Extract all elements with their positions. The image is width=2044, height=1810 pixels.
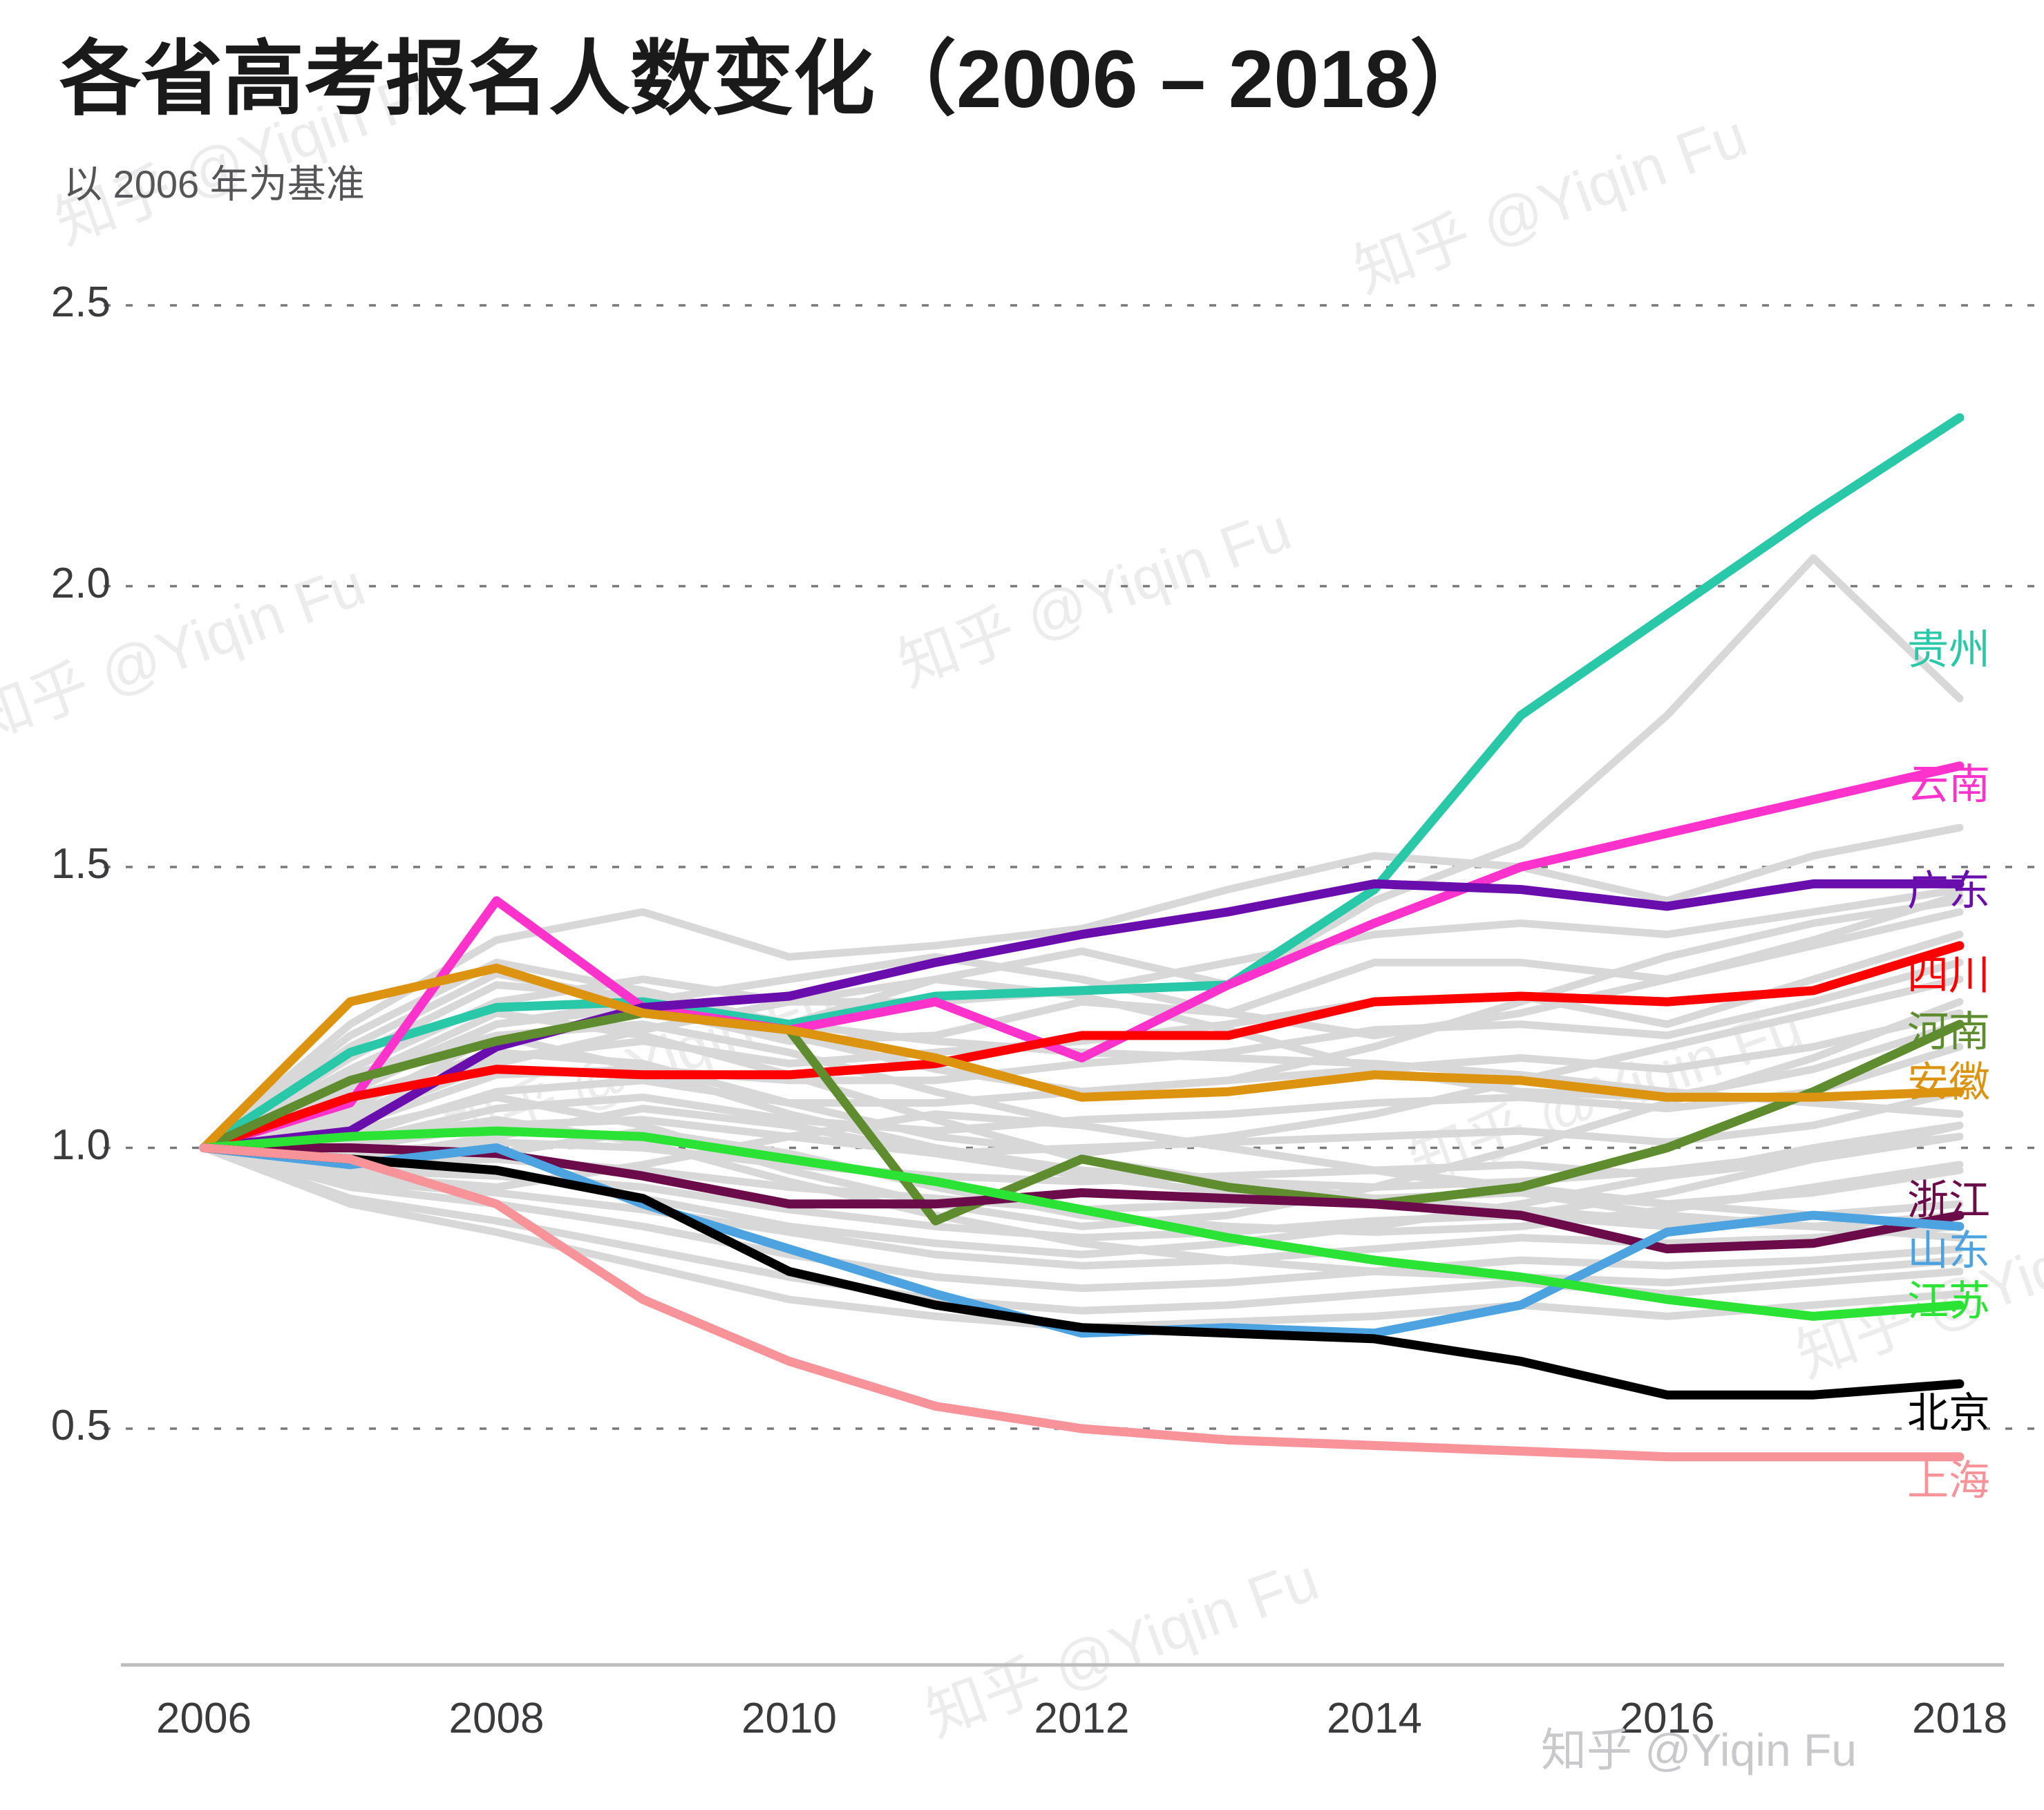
x-axis-tick-2016: 2016 bbox=[1619, 1695, 1715, 1742]
x-axis-tick-2012: 2012 bbox=[1034, 1695, 1130, 1742]
x-axis-tick-2008: 2008 bbox=[448, 1695, 545, 1742]
series-label-2: 广东 bbox=[1907, 868, 1990, 915]
series-label-4: 河南 bbox=[1907, 1008, 1990, 1055]
x-axis-tick-2018: 2018 bbox=[1912, 1695, 2007, 1742]
series-label-6: 浙江 bbox=[1907, 1176, 1990, 1223]
y-axis-tick-0-5: 0.5 bbox=[50, 1402, 111, 1449]
series-label-8: 江苏 bbox=[1907, 1277, 1990, 1324]
y-axis-tick-1-0: 1.0 bbox=[50, 1121, 111, 1169]
series-label-5: 安徽 bbox=[1907, 1058, 1990, 1105]
y-axis-tick-1-5: 1.5 bbox=[50, 840, 111, 888]
series-label-3: 四川 bbox=[1907, 952, 1990, 999]
series-label-10: 上海 bbox=[1907, 1458, 1990, 1505]
x-axis-tick-2010: 2010 bbox=[741, 1695, 837, 1742]
x-axis-tick-2014: 2014 bbox=[1327, 1695, 1422, 1742]
chart-subtitle: 以 2006 年为基准 bbox=[64, 162, 365, 206]
series-label-0: 贵州 bbox=[1907, 626, 1990, 673]
y-axis-tick-2-5: 2.5 bbox=[50, 278, 111, 326]
series-label-9: 北京 bbox=[1907, 1390, 1990, 1437]
y-axis-tick-2-0: 2.0 bbox=[50, 559, 111, 607]
x-axis-tick-2006: 2006 bbox=[156, 1695, 252, 1742]
page-title: 各省高考报名人数变化（2006 – 2018） bbox=[59, 34, 1492, 125]
series-label-1: 云南 bbox=[1907, 761, 1990, 808]
series-label-7: 山东 bbox=[1907, 1227, 1990, 1274]
